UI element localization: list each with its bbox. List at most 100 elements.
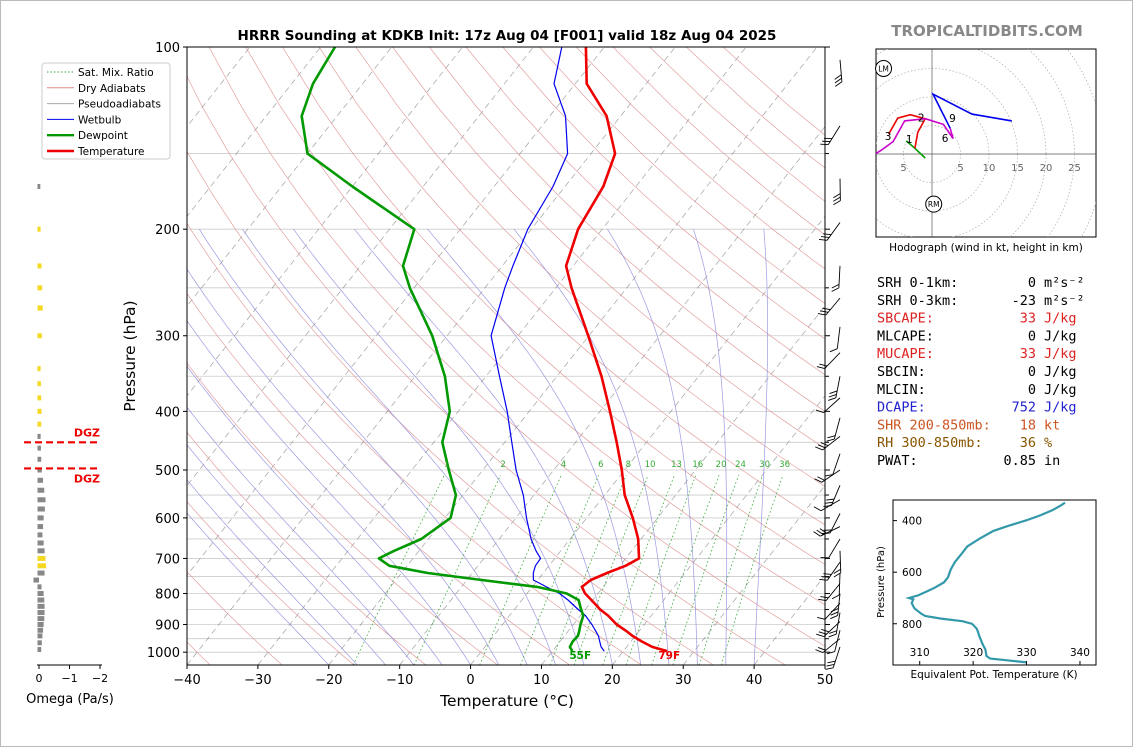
dry-adiabat [208,47,825,647]
mixing-ratio-line [720,475,784,665]
omega-bar [37,570,45,576]
index-value: 0 [1028,382,1036,398]
hodograph-height-label: 6 [942,133,949,145]
legend-label: Dewpoint [78,130,128,142]
y-tick-label: 900 [155,618,180,633]
wind-barb-flag [813,506,822,512]
isotherm-line [470,215,825,665]
wind-barb-flag [822,307,831,311]
omega-bar [37,532,43,538]
index-value: 36 [1020,435,1036,451]
hodograph-ring-label: 10 [983,163,996,174]
omega-bar [37,610,45,616]
index-unit: J/kg [1044,382,1077,398]
omega-bar [37,603,45,609]
wind-barb-flag [828,397,836,401]
wind-barb-shaft [820,526,841,537]
omega-bar [37,226,41,232]
wind-barb [818,583,841,602]
x-tick-label: 0 [466,673,474,688]
index-unit: J/kg [1044,311,1077,327]
wind-barb-shaft [832,453,841,475]
skewt-title: HRRR Sounding at KDKB Init: 17z Aug 04 [… [238,28,777,44]
mixing-ratio-label: 1 [444,460,449,470]
dry-adiabat [187,570,283,665]
index-value: 0.85 [1003,453,1036,469]
wind-barb-flag [819,363,828,367]
hodograph-ring-label: 20 [1040,163,1053,174]
wind-barb-shaft [829,513,841,534]
index-unit: J/kg [1044,400,1077,416]
wind-barb-flag [814,478,822,483]
wind-barb [815,397,841,414]
hodograph-ring-label: 5 [900,163,906,174]
omega-bar [37,467,42,473]
index-label: MLCIN: [877,382,926,398]
dry-adiabat [392,47,825,449]
omega-bar [37,333,42,339]
x-tick-label: 40 [746,673,763,688]
wind-barb-flag [824,501,833,504]
wind-barb-flag [816,529,824,536]
wind-barb-flag [831,283,840,289]
wind-barb [815,638,841,653]
y-tick-label: 1000 [147,646,180,661]
mixing-ratio-line [698,475,764,665]
dry-adiabat [465,47,825,376]
hodograph-frame [875,48,1097,238]
wind-barb-shaft [824,602,841,620]
omega-bar [37,506,45,512]
mixing-ratio-line [520,475,599,665]
dry-adiabat [187,292,570,665]
pseudoadiabat [607,229,698,665]
wind-barb-flag [816,366,825,369]
omega-bar [37,555,46,561]
wind-barb-flag [815,446,823,451]
wind-barb-flag [819,528,827,534]
wind-barb-flag [823,137,833,140]
mixing-ratio-label: 10 [645,460,656,470]
omega-bar [37,305,43,311]
wind-barb [825,646,841,670]
wind-barb-flag [818,598,827,602]
wind-barb-flag [833,196,841,202]
wind-barb-flag [829,390,838,394]
omega-bar [37,584,42,590]
mixing-ratio-line [413,475,501,665]
theta-e-y-tick-label: 600 [902,567,922,579]
mixing-ratio-label: 20 [716,460,727,470]
wind-barb [814,469,841,483]
index-unit: J/kg [1044,346,1077,362]
mixing-ratio-label: 36 [779,460,790,470]
pseudoadiabat [199,229,528,665]
wind-barb-shaft [824,352,841,369]
wind-barb-shaft [835,376,841,398]
omega-bar [37,640,42,646]
temperature-trace [564,47,668,653]
index-value: 33 [1020,346,1036,362]
wind-barb-flag [834,74,842,80]
storm-motion-label: LM [878,65,889,74]
wind-barb-flag [819,578,828,581]
pseudoadiabat [187,479,358,665]
y-tick-label: 300 [155,330,180,345]
mixing-ratio-label: 13 [671,460,682,470]
index-value: 18 [1020,417,1036,433]
omega-tick-label: −1 [61,672,77,685]
dry-adiabat [539,47,825,305]
skewt-xlabel: Temperature (°C) [439,692,574,710]
legend-label: Dry Adiabats [78,83,146,95]
wind-barb-shaft [821,469,841,483]
theta-e-x-tick-label: 340 [1070,647,1090,659]
wind-barb-flag [829,348,838,353]
wind-barb-shaft [830,485,841,506]
x-tick-label: −20 [315,673,342,688]
index-value: 0 [1028,275,1036,291]
omega-tick-label: 0 [36,672,43,685]
wind-barb-shaft [839,550,842,573]
skewt-plot: −40 −30 −20 −10 0 10 20 30 40 50 100 200 300 400 500 60… [41,28,843,710]
index-label: SHR 200-850mb: [877,417,991,433]
wind-barb-flag [817,476,825,481]
dry-adiabat [282,47,825,565]
